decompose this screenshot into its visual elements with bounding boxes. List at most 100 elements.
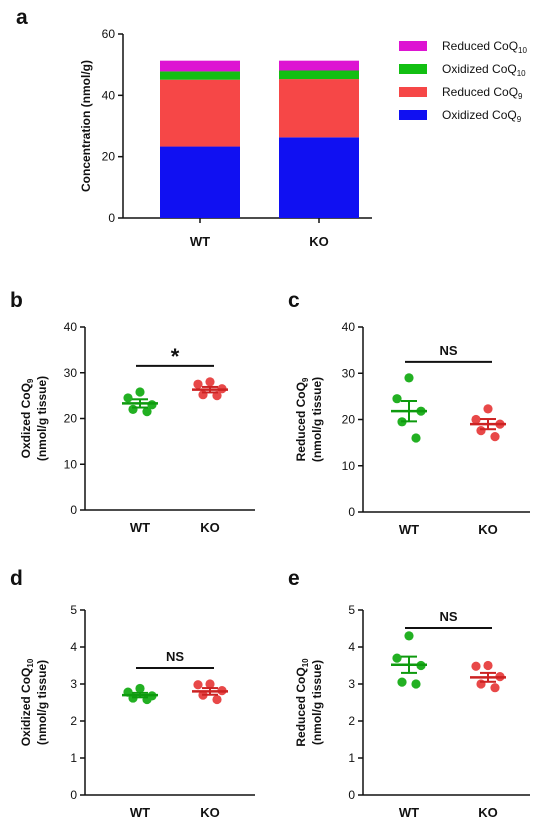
panel-a-ytick-label: 20	[102, 150, 116, 164]
panel-b-y-label: Oxdized CoQ9	[19, 378, 35, 458]
panel-d-ytick-label: 2	[70, 714, 77, 728]
panel-d-data-point	[193, 680, 203, 690]
panel-e-data-point	[483, 660, 493, 671]
panel-e-ytick-label: 5	[348, 603, 355, 617]
panel-b-y-label-unit: (nmol/g tissue)	[35, 376, 49, 461]
panel-a-bar-segment	[279, 137, 359, 218]
panel-c-y-label-unit: (nmol/g tissue)	[310, 377, 324, 462]
panel-c-ytick-label: 10	[342, 459, 356, 473]
panel-c-letter: c	[288, 289, 300, 312]
panel-e-ytick-label: 4	[348, 640, 355, 654]
panel-e: e 0 1 2 3 4 5 Reduced CoQ10 (nmol/g tissue) WT KO N…	[288, 567, 530, 820]
panel-c-category-label: WT	[399, 522, 419, 537]
panel-e-category-label: KO	[478, 805, 498, 820]
panel-c-ytick-label: 40	[342, 320, 356, 334]
panel-b-data-point	[128, 404, 138, 414]
panel-b-category-label: KO	[200, 520, 220, 535]
panel-d-ytick-label: 0	[70, 788, 77, 802]
panel-a-legend-label: Reduced CoQ10	[442, 39, 527, 55]
panel-b-ytick-label: 10	[64, 457, 78, 471]
panel-c-y-label: Reduced CoQ9	[294, 377, 310, 461]
panel-e-significance-label: NS	[439, 609, 457, 624]
panel-b-data-point	[205, 377, 215, 387]
panel-e-data-point	[490, 683, 500, 693]
panel-c-data-point	[490, 432, 500, 442]
panel-a: a 0 20 40 60 Concentration (nmol/g) WT KO Reduce…	[16, 6, 527, 249]
panel-a-category-label: WT	[190, 234, 210, 249]
panel-d-ytick-label: 3	[70, 677, 77, 691]
panel-d-letter: d	[10, 567, 23, 590]
panel-c-data-point	[471, 414, 481, 425]
panel-a-legend-swatch	[399, 87, 427, 97]
panel-a-legend-label: Oxidized CoQ10	[442, 62, 526, 78]
panel-e-category-label: WT	[399, 805, 419, 820]
panel-a-legend-label: Reduced CoQ9	[442, 85, 523, 101]
panel-d-data-point	[135, 683, 145, 694]
panel-c-ytick-label: 0	[348, 505, 355, 519]
panel-b-significance-label: *	[171, 344, 180, 369]
panel-e-y-label: Reduced CoQ10	[294, 658, 310, 747]
panel-d: d 0 1 2 3 4 5 Oxidized CoQ10 (nmol/g tissue) WT KO…	[10, 567, 255, 820]
panel-b-data-point	[123, 393, 133, 403]
panel-a-legend-label: Oxidized CoQ9	[442, 108, 522, 124]
panel-b-data-point	[135, 387, 145, 397]
panel-c: c 0 10 20 30 40 Reduced CoQ9 (nmol/g tissue) WT K…	[288, 289, 530, 537]
panel-e-data-point	[411, 679, 421, 689]
panel-c-category-label: KO	[478, 522, 498, 537]
panel-a-bar-segment	[160, 79, 240, 147]
panel-e-ytick-label: 1	[348, 751, 355, 765]
panel-e-ytick-label: 0	[348, 788, 355, 802]
panel-c-ytick-label: 30	[342, 366, 356, 380]
panel-c-data-point	[476, 426, 486, 436]
panel-b-data-point	[193, 379, 203, 389]
panel-d-ytick-label: 5	[70, 603, 77, 617]
panel-a-category-label: KO	[309, 234, 329, 249]
panel-b-ytick-label: 0	[70, 503, 77, 517]
panel-d-data-point	[205, 679, 215, 689]
panel-a-legend-swatch	[399, 64, 427, 74]
panel-e-letter: e	[288, 567, 300, 590]
panel-a-ytick-label: 0	[108, 211, 115, 225]
panel-b: b 0 10 20 30 40 Oxdized CoQ9 (nmol/g tissue) WT K…	[10, 289, 255, 535]
panel-b-letter: b	[10, 289, 23, 312]
panel-c-ytick-label: 20	[342, 413, 356, 427]
panel-c-data-point	[404, 373, 414, 383]
panel-a-bar-segment	[279, 60, 359, 71]
panel-c-data-point	[411, 433, 421, 443]
panel-c-data-point	[483, 404, 493, 414]
panel-a-bar-segment	[279, 79, 359, 138]
panel-d-category-label: WT	[130, 805, 150, 820]
panel-a-ytick-label: 60	[102, 27, 116, 41]
panel-d-y-label: Oxidized CoQ10	[19, 658, 35, 746]
panel-a-bar-segment	[279, 70, 359, 80]
panel-e-ytick-label: 3	[348, 677, 355, 691]
panel-e-data-point	[392, 653, 402, 663]
panel-d-category-label: KO	[200, 805, 220, 820]
panel-a-y-label: Concentration (nmol/g)	[79, 60, 93, 192]
panel-e-ytick-label: 2	[348, 714, 355, 728]
panel-a-ytick-label: 40	[102, 88, 116, 102]
panel-e-y-label-unit: (nmol/g tissue)	[310, 660, 324, 745]
panel-a-bar-segment	[160, 146, 240, 218]
panel-d-significance-label: NS	[166, 649, 184, 664]
panel-b-ytick-label: 30	[64, 366, 78, 380]
panel-b-ytick-label: 20	[64, 412, 78, 426]
panel-b-data-point	[142, 407, 152, 417]
panel-a-bar-segment	[160, 71, 240, 80]
panel-c-data-point	[392, 394, 402, 404]
panel-d-ytick-label: 4	[70, 640, 77, 654]
panel-e-data-point	[397, 677, 407, 687]
panel-a-legend-swatch	[399, 41, 427, 51]
panel-e-data-point	[471, 661, 481, 671]
panel-c-significance-label: NS	[439, 343, 457, 358]
panel-b-ytick-label: 40	[64, 320, 78, 334]
panel-a-bar-segment	[160, 60, 240, 72]
panel-a-letter: a	[16, 6, 28, 29]
panel-a-legend-swatch	[399, 110, 427, 120]
panel-d-ytick-label: 1	[70, 751, 77, 765]
panel-e-data-point	[404, 631, 414, 641]
panel-d-data-point	[212, 694, 222, 705]
